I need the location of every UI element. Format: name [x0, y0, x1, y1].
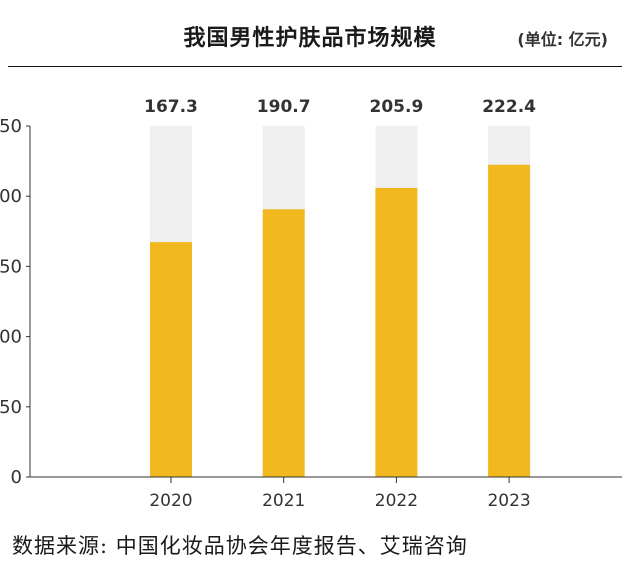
- header-divider: [8, 66, 622, 67]
- bar-2020: [150, 242, 192, 477]
- y-tick-label: 100: [0, 327, 22, 348]
- data-label-2021: 190.7: [257, 97, 311, 117]
- data-label-2020: 167.3: [144, 97, 198, 117]
- y-tick-label: 250: [0, 116, 22, 137]
- source-note: 数据来源: 中国化妆品协会年度报告、艾瑞咨询: [12, 534, 468, 558]
- y-tick-label: 50: [0, 397, 22, 418]
- x-tick-label-2020: 2020: [149, 491, 192, 511]
- chart-header: 我国男性护肤品市场规模 (单位: 亿元): [0, 0, 630, 67]
- y-tick-label: 0: [11, 467, 22, 488]
- unit-label: (单位: 亿元): [517, 30, 608, 49]
- data-label-2023: 222.4: [482, 97, 536, 117]
- x-axis: 2020 2021 2022 2023: [30, 476, 622, 511]
- y-tick-label: 150: [0, 256, 22, 277]
- bars: 167.3 190.7 205.9 222.4: [144, 97, 536, 478]
- bar-2021: [262, 209, 305, 477]
- bar-2023: [488, 164, 531, 477]
- chart-title: 我国男性护肤品市场规模: [183, 26, 437, 51]
- bar-chart: 0 50 100 150 200 250 167.3 190.7 205.9 222.4 202…: [0, 97, 622, 511]
- x-tick-label-2022: 2022: [375, 491, 418, 511]
- x-tick-label-2021: 2021: [262, 491, 305, 511]
- x-tick-label-2023: 2023: [487, 491, 530, 511]
- y-tick-label: 200: [0, 186, 22, 207]
- data-label-2022: 205.9: [370, 97, 424, 117]
- y-axis: 0 50 100 150 200 250: [0, 116, 31, 488]
- bar-2022: [375, 187, 418, 478]
